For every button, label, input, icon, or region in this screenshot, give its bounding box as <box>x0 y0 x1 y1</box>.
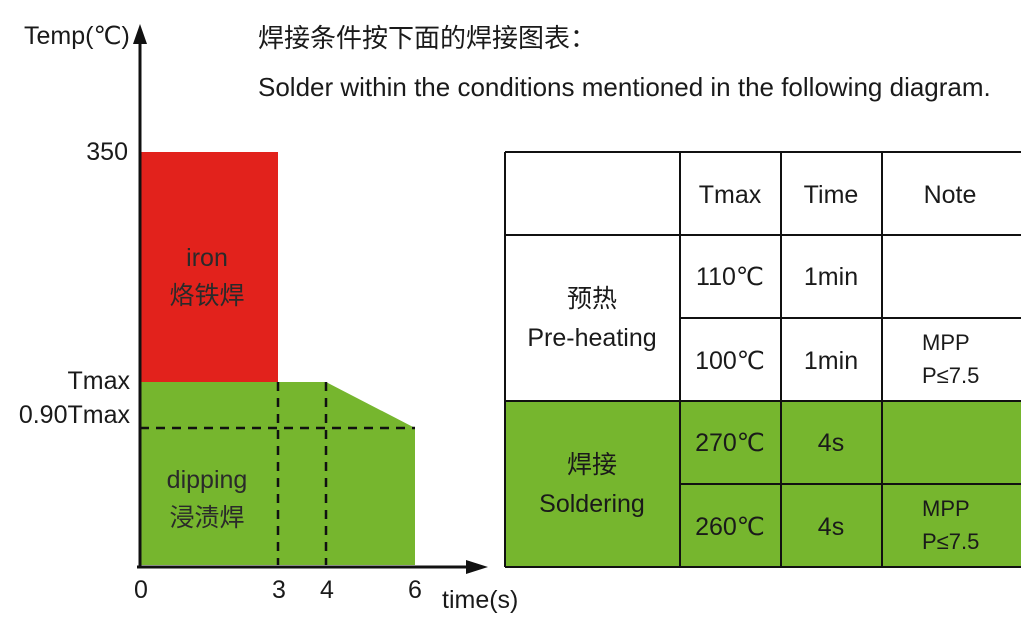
iron-label-en: iron <box>186 244 228 272</box>
y-tick-350: 350 <box>86 138 128 166</box>
x-tick-4: 4 <box>320 576 334 604</box>
y-tick-090tmax: 0.90Tmax <box>19 401 131 429</box>
y-axis-label: Temp(℃) <box>24 22 130 50</box>
soldering-row1-time: 4s <box>818 429 844 457</box>
header-cn: 焊接条件按下面的焊接图表： <box>258 23 596 53</box>
preheat-row1-tmax: 110℃ <box>696 263 764 291</box>
header-time: Time <box>804 181 859 209</box>
x-tick-6: 6 <box>408 576 422 604</box>
y-tick-tmax: Tmax <box>68 367 131 395</box>
preheat-row2-tmax: 100℃ <box>695 347 765 375</box>
dipping-label-cn: 浸渍焊 <box>169 504 244 532</box>
soldering-row2-time: 4s <box>818 513 844 541</box>
soldering-row2-tmax: 260℃ <box>695 513 765 541</box>
x-tick-0: 0 <box>134 576 148 604</box>
x-tick-3: 3 <box>272 576 286 604</box>
preheat-row2-note-2: P≤7.5 <box>922 363 979 388</box>
preheat-label-cn: 预热 <box>567 285 617 313</box>
conditions-table: Tmax Time Note 预热 Pre-heating 110℃ 1min … <box>504 151 1021 568</box>
soldering-row2-note-2: P≤7.5 <box>922 529 979 554</box>
soldering-row1-tmax: 270℃ <box>695 429 765 457</box>
soldering-label-cn: 焊接 <box>567 451 617 479</box>
table-grid <box>504 151 1021 568</box>
preheat-row2-time: 1min <box>804 347 858 375</box>
x-axis-arrow <box>466 560 488 574</box>
soldering-row2-note-1: MPP <box>922 496 970 521</box>
y-axis-arrow <box>133 24 147 44</box>
header-en: Solder within the conditions mentioned i… <box>258 72 991 102</box>
preheat-label-en: Pre-heating <box>527 324 656 352</box>
preheat-row1-time: 1min <box>804 263 858 291</box>
dipping-label-en: dipping <box>167 466 248 494</box>
header-note: Note <box>924 181 977 209</box>
iron-label-cn: 烙铁焊 <box>169 282 244 310</box>
soldering-label-en: Soldering <box>539 490 645 518</box>
x-axis-label: time(s) <box>442 586 518 614</box>
iron-region <box>140 152 278 382</box>
header-tmax: Tmax <box>699 181 762 209</box>
preheat-row2-note-1: MPP <box>922 330 970 355</box>
